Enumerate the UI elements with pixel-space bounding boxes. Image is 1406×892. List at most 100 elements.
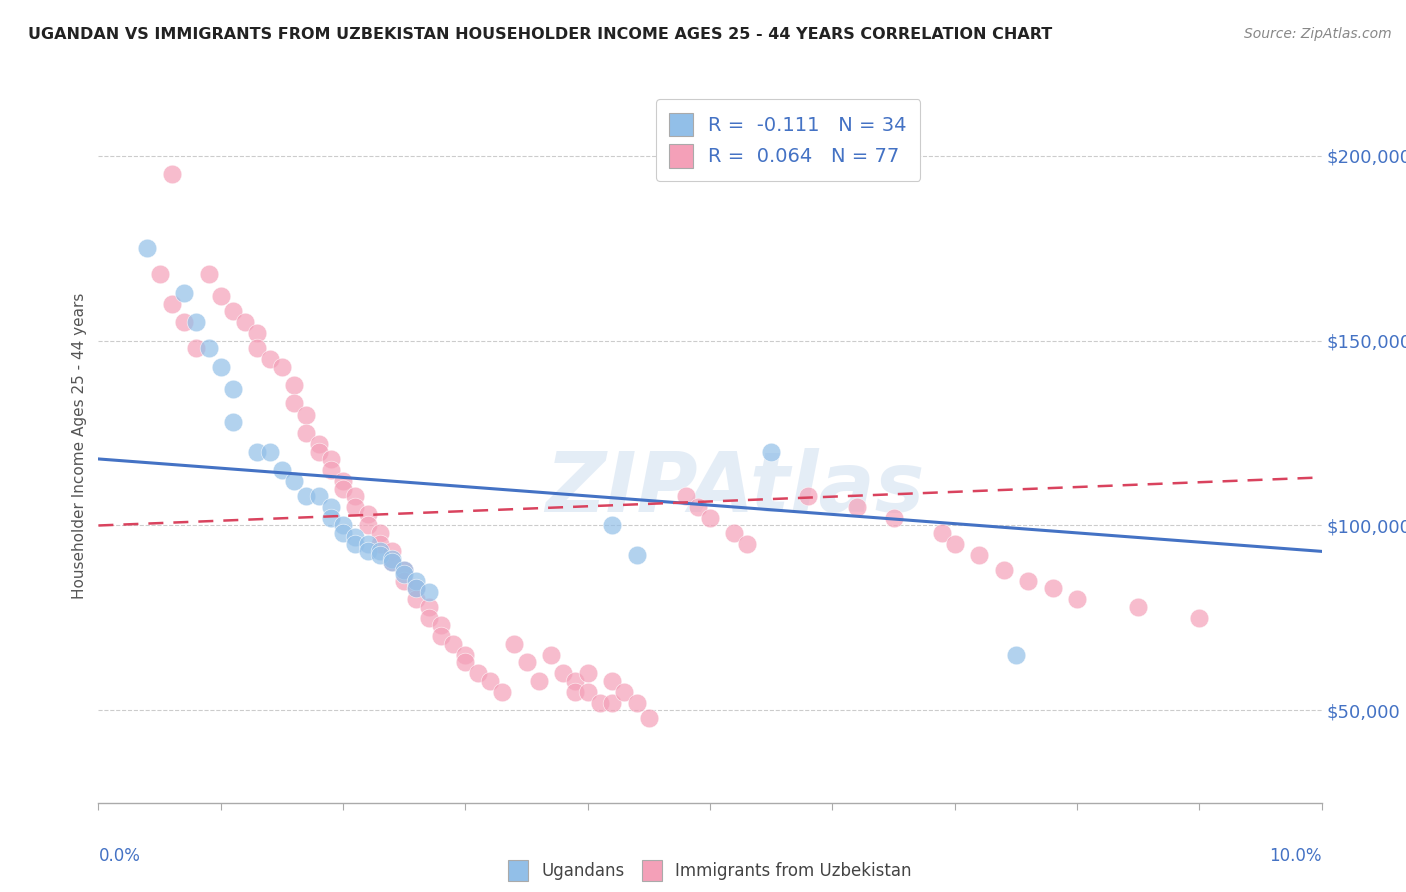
Point (600, 518, 623, 533)
Point (197, 341, 219, 355)
Point (270, 359, 292, 374)
Point (699, 511, 721, 525)
Point (259, 444, 281, 458)
Point (576, 685, 599, 699)
Text: 10.0%: 10.0% (1270, 847, 1322, 865)
Point (186, 315, 208, 329)
Point (454, 648, 477, 662)
Point (319, 511, 342, 525)
Text: 0.0%: 0.0% (98, 847, 141, 865)
Point (332, 474, 354, 488)
Point (381, 551, 404, 566)
Point (319, 452, 342, 467)
Point (1017, 574, 1039, 588)
Point (332, 518, 354, 533)
Point (344, 537, 367, 551)
Point (993, 563, 1015, 577)
Point (368, 548, 391, 562)
Point (246, 341, 269, 355)
Point (600, 673, 623, 688)
Point (344, 489, 367, 503)
Point (233, 315, 256, 329)
Point (319, 463, 342, 477)
Point (308, 444, 330, 458)
Point (319, 500, 342, 514)
Point (270, 463, 292, 477)
Point (295, 408, 318, 422)
Point (344, 530, 367, 544)
Point (209, 359, 232, 374)
Y-axis label: Householder Income Ages 25 - 44 years: Householder Income Ages 25 - 44 years (72, 293, 87, 599)
Point (686, 500, 709, 514)
Point (160, 167, 183, 181)
Point (368, 525, 391, 540)
Point (392, 566, 416, 581)
Point (283, 474, 305, 488)
Point (626, 548, 648, 562)
Point (392, 563, 416, 577)
Point (356, 544, 378, 558)
Point (259, 352, 281, 367)
Point (136, 241, 159, 255)
Point (295, 489, 318, 503)
Point (516, 655, 538, 669)
Point (613, 685, 636, 699)
Point (759, 444, 782, 458)
Point (368, 544, 391, 558)
Point (356, 508, 378, 522)
Point (222, 415, 245, 429)
Point (173, 315, 195, 329)
Point (1004, 648, 1026, 662)
Point (967, 548, 990, 562)
Point (308, 437, 330, 451)
Point (392, 574, 416, 588)
Point (356, 518, 378, 533)
Point (222, 382, 245, 396)
Point (186, 341, 208, 355)
Point (467, 666, 489, 681)
Point (295, 425, 318, 440)
Text: UGANDAN VS IMMIGRANTS FROM UZBEKISTAN HOUSEHOLDER INCOME AGES 25 - 44 YEARS CORR: UGANDAN VS IMMIGRANTS FROM UZBEKISTAN HO… (28, 27, 1052, 42)
Point (1128, 599, 1150, 614)
Point (430, 618, 453, 632)
Text: ZIPAtlas: ZIPAtlas (544, 449, 924, 529)
Point (883, 511, 905, 525)
Point (441, 637, 464, 651)
Point (308, 489, 330, 503)
Point (637, 711, 661, 725)
Point (283, 396, 305, 410)
Point (491, 685, 513, 699)
Point (418, 611, 440, 625)
Point (418, 599, 440, 614)
Point (222, 304, 245, 318)
Point (931, 525, 953, 540)
Point (405, 592, 427, 607)
Point (454, 655, 477, 669)
Point (405, 582, 427, 596)
Point (576, 666, 599, 681)
Point (368, 537, 391, 551)
Point (283, 378, 305, 392)
Point (332, 482, 354, 496)
Point (197, 267, 219, 281)
Point (405, 582, 427, 596)
Point (735, 537, 758, 551)
Point (600, 696, 623, 710)
Point (405, 574, 427, 588)
Point (589, 696, 612, 710)
Point (553, 666, 575, 681)
Text: Source: ZipAtlas.com: Source: ZipAtlas.com (1244, 27, 1392, 41)
Point (503, 637, 526, 651)
Point (173, 285, 195, 300)
Point (149, 267, 172, 281)
Point (332, 525, 354, 540)
Point (392, 563, 416, 577)
Point (430, 629, 453, 643)
Point (540, 648, 562, 662)
Point (381, 544, 404, 558)
Point (356, 537, 378, 551)
Point (381, 556, 404, 570)
Point (675, 489, 697, 503)
Point (344, 500, 367, 514)
Point (209, 289, 232, 303)
